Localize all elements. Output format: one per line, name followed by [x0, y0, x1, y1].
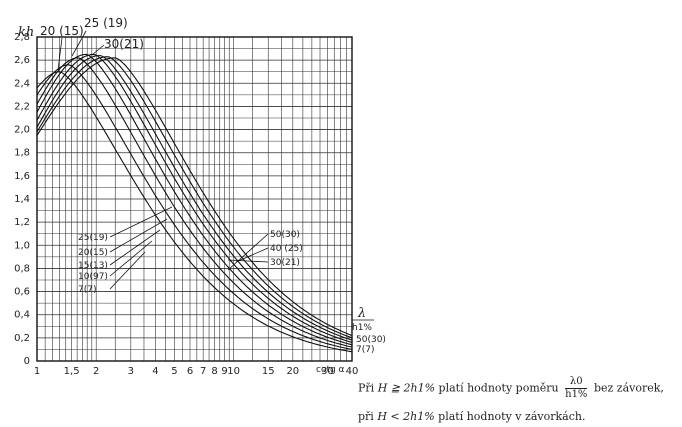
note-text: při	[358, 410, 374, 423]
x-tick-label: 9	[221, 366, 227, 377]
note-text: Při	[358, 381, 375, 395]
plot-frame	[36, 36, 353, 362]
fraction-numerator: λ0	[565, 376, 588, 389]
leader-line	[91, 44, 105, 56]
series-labels: 20 (15)25 (19) 30(21) 25(19) 20(15) 15(13)10…	[40, 16, 386, 355]
y-tick-label: 2,4	[14, 78, 30, 89]
chart-curves	[36, 53, 353, 353]
series-label: 50(30)	[270, 230, 300, 240]
x-tick-label: 3	[128, 366, 134, 377]
note-line-1: Při H ≧ 2h1% platí hodnoty poměru λ0 h1%…	[358, 376, 664, 401]
series-label: 7(7)	[78, 285, 96, 295]
leader-line	[109, 206, 173, 238]
x-tick-label: 20	[286, 366, 299, 377]
series-label: 25(19)	[78, 233, 108, 243]
note-line-2: při H < 2h1% platí hodnoty v závorkách.	[358, 410, 585, 423]
x-tick-label: 2	[93, 366, 99, 377]
x-tick-label: 7	[200, 366, 206, 377]
note-text: platí hodnoty poměru	[438, 381, 559, 395]
x-tick-label: 40	[346, 366, 359, 377]
leader-line	[71, 30, 87, 57]
x-tick-label: 4	[152, 366, 158, 377]
y-tick-label: 1,6	[14, 171, 30, 182]
series-label: h1%	[352, 323, 372, 333]
y-tick-label: 1,4	[14, 194, 30, 205]
y-tick-labels: 0 0,2 0,4 0,6 0,8 1,0 1,2 1,4 1,6 1,8 2,0 2,2 2,4 2,6…	[14, 32, 30, 367]
y-tick-label: 0,2	[14, 333, 30, 344]
series-curve	[36, 53, 353, 346]
x-tick-label: 6	[187, 366, 193, 377]
series-curve	[36, 71, 353, 353]
series-label: 10(97)	[78, 272, 108, 282]
series-label: λ	[357, 306, 366, 321]
series-curve	[36, 56, 353, 339]
x-tick-label: 1,5	[64, 366, 80, 377]
series-label: 20 (15)	[40, 24, 84, 38]
note-fraction: λ0 h1%	[565, 376, 588, 401]
series-label: 7(7)	[356, 345, 374, 355]
leader-line	[109, 240, 153, 277]
chart-grid	[36, 36, 353, 362]
y-tick-label: 0,8	[14, 263, 30, 274]
series-curve	[36, 64, 353, 350]
x-tick-label: 15	[262, 366, 275, 377]
y-tick-label: 2,8	[14, 32, 30, 43]
x-tick-label: 1	[34, 366, 40, 377]
series-label: 40 (25)	[270, 244, 303, 254]
note-condition: H < 2h1%	[377, 410, 435, 423]
series-curve	[36, 54, 353, 341]
note-text: bez závorek,	[593, 381, 664, 395]
y-tick-label: 2,6	[14, 55, 30, 66]
y-axis-label: kh	[18, 25, 34, 40]
note-condition: H ≧ 2h1%	[377, 381, 436, 395]
leader-line	[109, 229, 161, 266]
fraction-denominator: h1%	[565, 389, 588, 400]
y-tick-label: 0	[24, 356, 30, 367]
y-tick-label: 2,0	[14, 125, 30, 136]
y-tick-label: 1,2	[14, 217, 30, 228]
series-label: 30(21)	[104, 37, 144, 51]
x-tick-label: 5	[171, 366, 177, 377]
y-tick-label: 1,0	[14, 240, 30, 251]
series-curve	[36, 57, 353, 348]
x-tick-label: 10	[227, 366, 240, 377]
series-label: 25 (19)	[84, 16, 128, 30]
x-tick-label: 8	[211, 366, 217, 377]
series-label: 30(21)	[270, 258, 300, 268]
leader-line	[109, 251, 146, 290]
label-leaders	[57, 30, 269, 290]
y-tick-label: 0,6	[14, 287, 30, 298]
x-tick-labels: 1 1,5 2 3 4 5 6 7 8 9 10 15 20 30 40	[34, 366, 359, 377]
y-tick-label: 1,8	[14, 148, 30, 159]
x-axis-label: cotg α	[316, 365, 345, 375]
x-tick-label: 30	[321, 366, 334, 377]
series-label: 50(30)	[356, 335, 386, 345]
y-tick-label: 2,2	[14, 101, 30, 112]
series-label: 20(15)	[78, 248, 108, 258]
y-tick-label: 0,4	[14, 310, 30, 321]
series-curve	[36, 57, 353, 337]
note-text: platí hodnoty v závorkách.	[438, 410, 586, 423]
leader-line	[57, 37, 63, 71]
leader-line	[235, 247, 269, 263]
leader-line	[227, 259, 269, 263]
series-curve	[36, 53, 353, 344]
leader-line	[109, 218, 168, 253]
series-label: 15(13)	[78, 261, 108, 271]
leader-line	[227, 233, 269, 271]
